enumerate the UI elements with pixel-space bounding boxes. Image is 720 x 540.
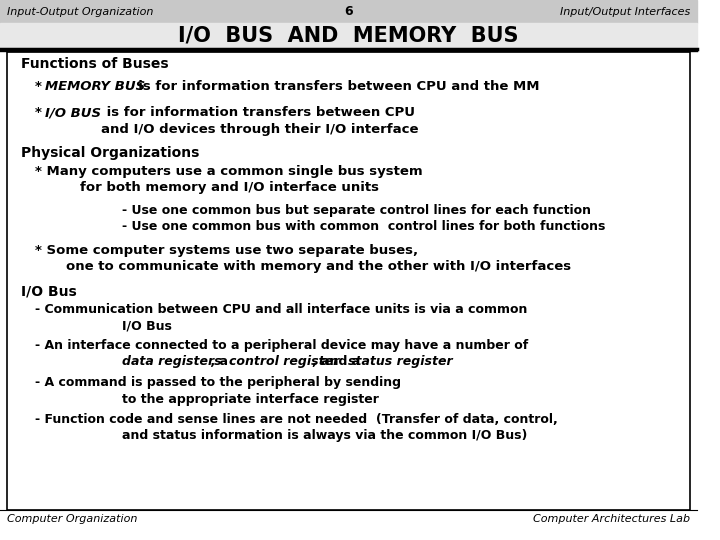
Text: , and a: , and a — [312, 355, 364, 368]
FancyBboxPatch shape — [7, 52, 690, 510]
Text: *: * — [35, 80, 46, 93]
Text: - Communication between CPU and all interface units is via a common: - Communication between CPU and all inte… — [35, 303, 527, 316]
Text: MEMORY BUS: MEMORY BUS — [45, 80, 145, 93]
Text: Input-Output Organization: Input-Output Organization — [7, 7, 153, 17]
Text: Computer Architectures Lab: Computer Architectures Lab — [533, 515, 690, 524]
Text: - Use one common bus but separate control lines for each function: - Use one common bus but separate contro… — [122, 204, 591, 217]
Text: data registers: data registers — [122, 355, 222, 368]
Text: * Some computer systems use two separate buses,: * Some computer systems use two separate… — [35, 244, 418, 257]
Text: I/O  BUS  AND  MEMORY  BUS: I/O BUS AND MEMORY BUS — [179, 25, 518, 46]
Text: I/O Bus: I/O Bus — [21, 285, 76, 299]
Text: I/O BUS: I/O BUS — [45, 106, 102, 119]
Text: - A command is passed to the peripheral by sending: - A command is passed to the peripheral … — [35, 376, 401, 389]
Text: is for information transfers between CPU and the MM: is for information transfers between CPU… — [129, 80, 539, 93]
Text: - An interface connected to a peripheral device may have a number of: - An interface connected to a peripheral… — [35, 339, 528, 352]
Text: 6: 6 — [344, 5, 353, 18]
Bar — [0, 23, 697, 49]
Text: - Function code and sense lines are not needed  (Transfer of data, control,: - Function code and sense lines are not … — [35, 413, 557, 426]
Text: for both memory and I/O interface units: for both memory and I/O interface units — [80, 181, 379, 194]
Text: and status information is always via the common I/O Bus): and status information is always via the… — [122, 429, 527, 442]
Text: Physical Organizations: Physical Organizations — [21, 146, 199, 160]
Text: status register: status register — [348, 355, 453, 368]
Text: Computer Organization: Computer Organization — [7, 515, 138, 524]
Text: one to communicate with memory and the other with I/O interfaces: one to communicate with memory and the o… — [66, 260, 572, 273]
Text: and I/O devices through their I/O interface: and I/O devices through their I/O interf… — [101, 123, 418, 136]
Text: * Many computers use a common single bus system: * Many computers use a common single bus… — [35, 165, 423, 178]
Text: to the appropriate interface register: to the appropriate interface register — [122, 393, 379, 406]
Text: , a: , a — [206, 355, 232, 368]
Text: Input/Output Interfaces: Input/Output Interfaces — [559, 7, 690, 17]
Text: I/O Bus: I/O Bus — [122, 320, 172, 333]
Text: is for information transfers between CPU: is for information transfers between CPU — [102, 106, 415, 119]
Bar — [0, 0, 697, 23]
Text: Functions of Buses: Functions of Buses — [21, 57, 168, 71]
Text: - Use one common bus with common  control lines for both functions: - Use one common bus with common control… — [122, 220, 606, 233]
Text: control register: control register — [229, 355, 339, 368]
Text: *: * — [35, 106, 46, 119]
